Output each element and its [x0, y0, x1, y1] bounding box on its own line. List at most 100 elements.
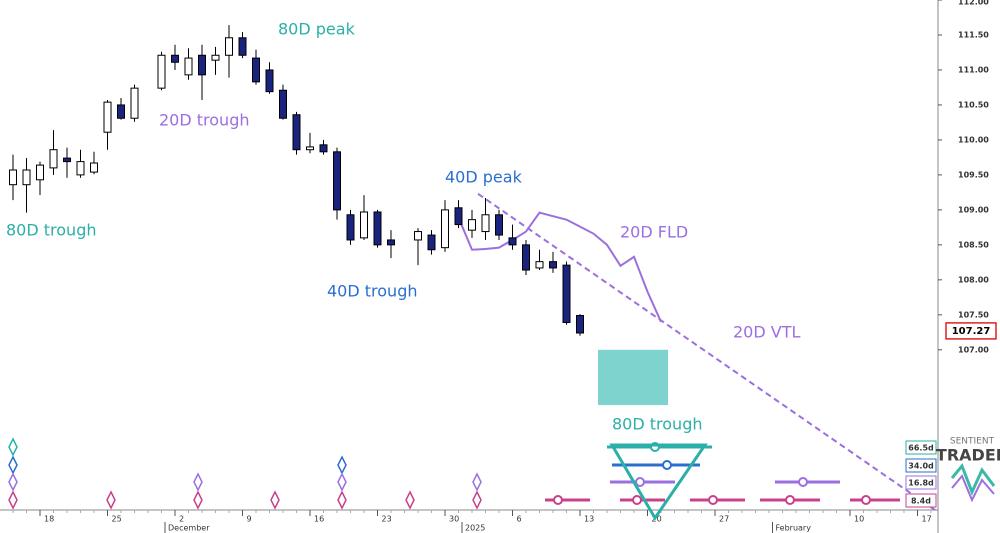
brand-bottom: TRADER [936, 446, 1000, 465]
candle-body [535, 261, 544, 269]
y-tick-label: 111.00 [958, 65, 989, 74]
candle-body [441, 209, 449, 249]
candle-body [495, 214, 503, 236]
annotation: 20D VTL [733, 323, 800, 342]
candle-body [252, 57, 260, 83]
candle-body [373, 211, 382, 246]
vtl-line [477, 192, 936, 511]
x-tick-label: 13 [584, 515, 594, 524]
cycle-label-box [905, 458, 937, 473]
candle-body [90, 162, 98, 173]
fld-line [457, 211, 662, 323]
candle-body [130, 87, 139, 119]
candle-body [198, 54, 206, 76]
candle-body [292, 114, 301, 151]
candle-body [387, 239, 395, 246]
cycle-diamond [106, 490, 116, 510]
candle-body [265, 69, 274, 93]
cycle-diamond [472, 490, 482, 510]
cycle-label-box [905, 493, 937, 508]
candle-body [306, 146, 314, 151]
candle-body [36, 164, 44, 181]
candle-body [427, 234, 436, 251]
cycle-diamond [405, 490, 415, 510]
x-tick-label: 6 [517, 515, 522, 524]
y-tick-label: 108.50 [958, 240, 989, 249]
candle-body [333, 151, 341, 211]
candle-body [549, 261, 557, 269]
x-tick-label: 10 [854, 515, 864, 524]
cycle-center [553, 495, 563, 505]
candle-body [22, 169, 31, 186]
annotation: 80D trough [612, 415, 703, 434]
x-tick-label: 30 [449, 515, 459, 524]
period-label: December [168, 524, 210, 533]
x-tick-label: 18 [44, 515, 54, 524]
cycle-diamond [8, 437, 18, 457]
candle-body [49, 149, 58, 169]
cycle-diamond [8, 490, 18, 510]
candle-body [76, 161, 85, 176]
x-tick-label: 27 [719, 515, 729, 524]
candle-body [468, 219, 476, 231]
last-price-box [945, 322, 997, 340]
candle-body [238, 37, 247, 56]
x-tick-label: 20 [652, 515, 662, 524]
y-tick-label: 110.00 [958, 135, 989, 144]
y-tick-label: 109.50 [958, 170, 989, 179]
annotation: 40D peak [445, 168, 523, 187]
x-tick-label: 17 [922, 515, 932, 524]
cycle-diamond [337, 472, 347, 492]
candle-body [279, 89, 287, 119]
period-label: February [776, 524, 812, 533]
candle-body [346, 214, 355, 241]
cycle-diamond [472, 472, 482, 492]
annotation: 20D trough [159, 111, 250, 130]
y-tick-label: 107.50 [958, 310, 989, 319]
candle-body [522, 244, 530, 271]
candle-body [9, 169, 17, 186]
cycle-center [635, 477, 645, 487]
candle-body [63, 157, 71, 163]
candle-body [157, 54, 166, 89]
cycle-diamond [193, 490, 203, 510]
period-label: 2025 [465, 524, 485, 533]
candle-body [319, 144, 328, 153]
annotation: 80D peak [278, 20, 356, 39]
cycle-diamond [8, 472, 18, 492]
candle-body [211, 54, 220, 61]
y-tick-label: 110.50 [958, 100, 989, 109]
y-tick-label: 109.00 [958, 205, 989, 214]
cycle-diamond [270, 490, 280, 510]
cycle-label-box [905, 475, 937, 490]
annotation: 80D trough [6, 221, 97, 240]
cycle-center [861, 495, 871, 505]
cycle-center [798, 477, 808, 487]
x-tick-label: 16 [314, 515, 324, 524]
candle-body [576, 315, 584, 334]
candle-body [414, 231, 422, 241]
cycle-center [785, 495, 795, 505]
cycle-label: 66.5d [908, 444, 934, 453]
cycle-diamond [337, 490, 347, 510]
candle-body [184, 57, 193, 76]
brand-logo [950, 463, 996, 496]
cycle-center [662, 460, 672, 470]
x-tick-label: 25 [112, 515, 122, 524]
cycle-label: 34.0d [908, 462, 934, 471]
cycle-diamond [193, 472, 203, 492]
candle-body [225, 37, 233, 56]
candle-body [562, 264, 571, 324]
brand-logo [951, 474, 995, 503]
annotation: 20D FLD [620, 223, 688, 242]
cycle-center [632, 495, 642, 505]
last-price-label: 107.27 [952, 326, 991, 337]
x-tick-label: 2 [179, 515, 184, 524]
candle-body [117, 104, 125, 119]
cycle-triangle [609, 443, 708, 521]
candle-body [454, 207, 463, 226]
candle-body [508, 237, 517, 246]
x-tick-label: 23 [382, 515, 392, 524]
